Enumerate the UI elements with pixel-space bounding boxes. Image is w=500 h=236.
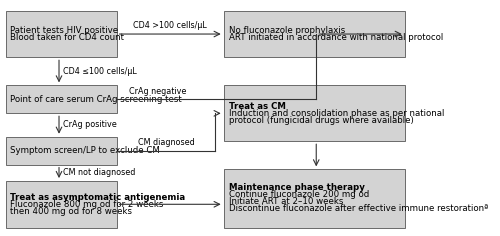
Text: Blood taken for CD4 count: Blood taken for CD4 count [10,33,124,42]
FancyBboxPatch shape [224,169,404,228]
Text: Patient tests HIV positive: Patient tests HIV positive [10,26,118,35]
Text: Initiate ART at 2–10 weeks: Initiate ART at 2–10 weeks [228,198,343,206]
Text: CrAg negative: CrAg negative [129,87,186,96]
Text: CrAg positive: CrAg positive [63,121,117,130]
Text: Induction and consolidation phase as per national: Induction and consolidation phase as per… [228,109,444,118]
Text: ART initiated in accordance with national protocol: ART initiated in accordance with nationa… [228,33,443,42]
Text: Point of care serum CrAg screening test: Point of care serum CrAg screening test [10,95,182,104]
FancyBboxPatch shape [6,137,116,165]
FancyBboxPatch shape [6,85,116,113]
FancyBboxPatch shape [6,181,116,228]
Text: CD4 >100 cells/μL: CD4 >100 cells/μL [134,21,207,30]
Text: No fluconazole prophylaxis: No fluconazole prophylaxis [228,26,345,35]
Text: CM not diagnosed: CM not diagnosed [63,168,136,177]
Text: Treat as asymptomatic antigenemia: Treat as asymptomatic antigenemia [10,193,186,202]
Text: CD4 ≤100 cells/μL: CD4 ≤100 cells/μL [63,67,137,76]
Text: Discontinue fluconazole after effective immune restorationª: Discontinue fluconazole after effective … [228,204,488,213]
Text: Continue fluconazole 200 mg od: Continue fluconazole 200 mg od [228,190,369,199]
Text: Maintenance phase therapy: Maintenance phase therapy [228,183,364,193]
FancyBboxPatch shape [224,85,404,141]
Text: then 400 mg od for 8 weeks: then 400 mg od for 8 weeks [10,207,132,216]
FancyBboxPatch shape [6,11,116,57]
Text: CM diagnosed: CM diagnosed [138,138,194,147]
FancyBboxPatch shape [224,11,404,57]
Text: Treat as CM: Treat as CM [228,102,285,111]
Text: protocol (fungicidal drugs where available): protocol (fungicidal drugs where availab… [228,116,414,125]
Text: Symptom screen/LP to exclude CM: Symptom screen/LP to exclude CM [10,146,160,155]
Text: Fluconazole 800 mg od for 2 weeks: Fluconazole 800 mg od for 2 weeks [10,200,164,209]
